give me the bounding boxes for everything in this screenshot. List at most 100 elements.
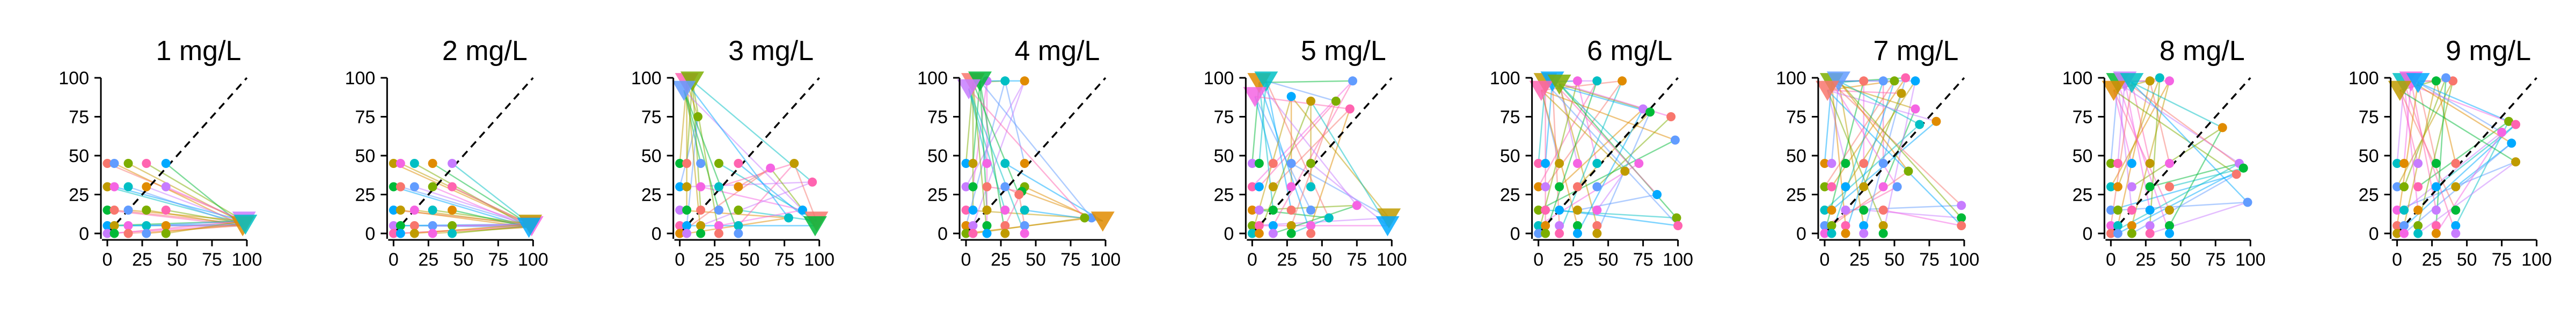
trajectory-line [2110,82,2133,226]
x-tick-label: 50 [1598,250,1619,270]
y-tick-label: 25 [355,185,376,206]
y-tick-label: 0 [1224,224,1234,244]
data-point [1841,182,1850,192]
data-point [1286,206,1296,215]
data-point [1555,159,1564,168]
data-point [2451,206,2461,215]
trajectory-line [432,186,530,228]
data-point [1286,159,1296,168]
data-point [2399,182,2409,192]
data-point [1534,229,1543,238]
data-point [1878,159,1888,168]
y-tick-label: 25 [1213,185,1234,206]
data-point [2127,229,2136,238]
data-point [1254,159,1264,168]
data-point [1306,182,1316,192]
data-point [1000,221,1010,230]
trajectory-line [2117,167,2244,235]
triangle-marker [968,71,992,92]
data-point [396,159,405,168]
data-point [1286,221,1296,230]
trajectory-line [1558,83,1640,164]
trajectory-line [1291,163,1389,219]
trajectory-line [2396,124,2516,234]
y-tick-label: 75 [2072,107,2092,128]
data-point [2413,221,2423,230]
triangle-marker [957,79,981,100]
trajectory-line [2435,77,2447,226]
trajectory-line [2110,80,2170,187]
data-point [103,159,112,168]
trajectory-line [2399,90,2516,163]
reference-line [106,77,248,235]
panel-title: 3 mg/L [728,35,814,67]
trajectory-line [679,167,771,235]
data-point [409,229,419,238]
data-point [766,163,775,173]
data-point [161,206,171,215]
trajectory-line [1882,80,1916,234]
data-point [2497,128,2507,137]
y-tick-label: 75 [641,107,662,128]
data-point [1286,92,1296,101]
data-point [2431,206,2441,215]
y-tick-label: 25 [69,185,89,206]
trajectory-line [1255,96,1350,110]
data-point [2218,123,2227,133]
data-point [1878,182,1888,192]
panel-title: 2 mg/L [442,35,528,67]
data-point [142,159,151,168]
data-point [982,206,992,215]
panel-3: 3 mg/L 00 25 25 50 50 75 75 100 100 [631,35,835,270]
data-point [2399,221,2409,230]
data-point [2155,73,2164,83]
data-point [2145,206,2155,215]
trajectory-line [691,80,720,234]
y-tick-label: 50 [2072,146,2092,166]
data-point [2392,206,2402,215]
trajectory-line [2410,80,2512,144]
data-point [2231,170,2241,179]
trajectory-line [1258,100,1337,187]
data-point [2106,206,2116,215]
data-point [1324,213,1334,223]
panel-7: 7 mg/L 00 25 25 50 50 75 75 100 100 [1776,35,1979,270]
trajectory-line [2131,127,2223,188]
data-point [2441,73,2451,83]
data-point [1254,229,1264,238]
trajectory-line [146,186,246,225]
data-point [1014,190,1024,199]
panel-4: 4 mg/L 00 25 25 50 50 75 75 100 100 [917,35,1121,270]
trajectory-line [1838,80,1920,126]
triangle-marker [672,80,696,101]
trajectory-line [972,80,988,187]
trajectory-line [128,163,246,225]
y-tick-label: 50 [1786,146,1806,166]
trajectory-line [2117,80,2151,226]
trajectory-line [2169,127,2223,226]
x-tick-label: 0 [961,250,971,270]
trajectory-line [1558,84,1598,226]
trajectory-line [107,186,246,225]
data-point [2431,76,2441,86]
data-point [968,182,978,192]
data-point [1268,221,1278,230]
trajectory-line [2149,163,2240,188]
x-tick-label: 75 [1919,250,1940,270]
data-point [961,221,971,230]
triangle-marker [2406,73,2430,93]
y-tick-label: 50 [2359,146,2379,166]
trajectory-line [683,90,740,234]
x-tick-label: 25 [418,250,438,270]
data-point [2511,120,2521,129]
y-tick-label: 50 [1213,146,1234,166]
data-point [1541,206,1550,215]
data-point [961,229,971,238]
y-tick-label: 0 [1796,224,1806,244]
trajectory-line [1831,82,1962,206]
panel-2: 2 mg/L 00 25 25 50 50 75 75 100 100 [345,35,548,270]
trajectory-line [165,186,245,222]
data-point [1592,206,1602,215]
data-point [1534,221,1543,230]
trajectory-line [1552,80,1658,195]
